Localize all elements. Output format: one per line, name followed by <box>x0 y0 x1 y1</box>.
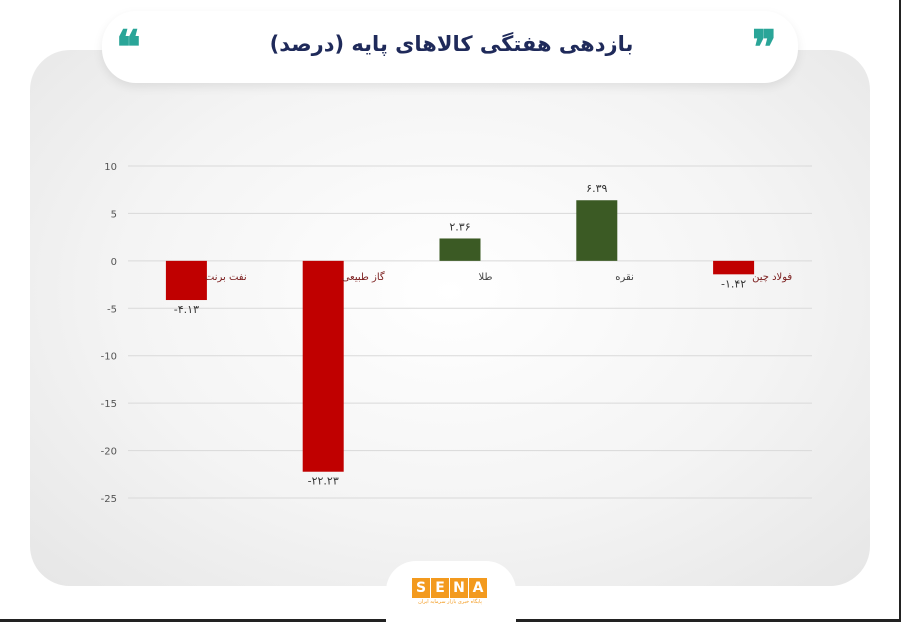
bar <box>165 260 207 301</box>
chart-panel <box>30 50 870 586</box>
data-label: -۱.۴۲ <box>721 277 746 290</box>
y-tick-label: -25 <box>101 494 117 505</box>
bar <box>439 238 481 261</box>
logo-letter-s: S <box>412 578 430 598</box>
data-label: ۲.۳۶ <box>449 220 470 233</box>
y-tick-label: -15 <box>101 399 117 410</box>
data-label: ۶.۳۹ <box>586 182 607 195</box>
data-label: -۴.۱۳ <box>174 303 199 316</box>
y-tick-label: -10 <box>101 352 117 363</box>
x-tick-label: فولاد چین <box>752 272 792 283</box>
logo-letter-n: N <box>450 578 468 598</box>
open-quote-icon: ❝ <box>116 20 141 74</box>
bar <box>302 260 344 472</box>
data-label: -۲۲.۲۳ <box>308 475 339 488</box>
bar <box>713 260 755 275</box>
y-tick-label: 5 <box>111 209 117 220</box>
close-quote-icon: ❞ <box>752 20 777 74</box>
logo-letter-a: A <box>469 578 487 598</box>
y-tick-label: -20 <box>101 447 117 458</box>
bar <box>576 200 618 261</box>
x-tick-label: طلا <box>479 272 493 283</box>
sena-logo: S E N A <box>412 578 488 598</box>
x-tick-label: نفت برنت <box>205 272 247 283</box>
logo-letter-e: E <box>431 578 449 598</box>
y-tick-label: 10 <box>104 162 117 173</box>
x-tick-label: گاز طبیعی <box>342 271 385 283</box>
title-box <box>102 11 798 83</box>
y-tick-label: 0 <box>111 257 117 268</box>
x-tick-label: نقره <box>615 272 634 283</box>
y-tick-label: -5 <box>107 304 117 315</box>
logo-subtitle: پایگاه خبری بازار سرمایه ایران <box>418 599 482 605</box>
page-title: بازدهی هفتگی کالاهای پایه (درصد) <box>269 32 634 56</box>
